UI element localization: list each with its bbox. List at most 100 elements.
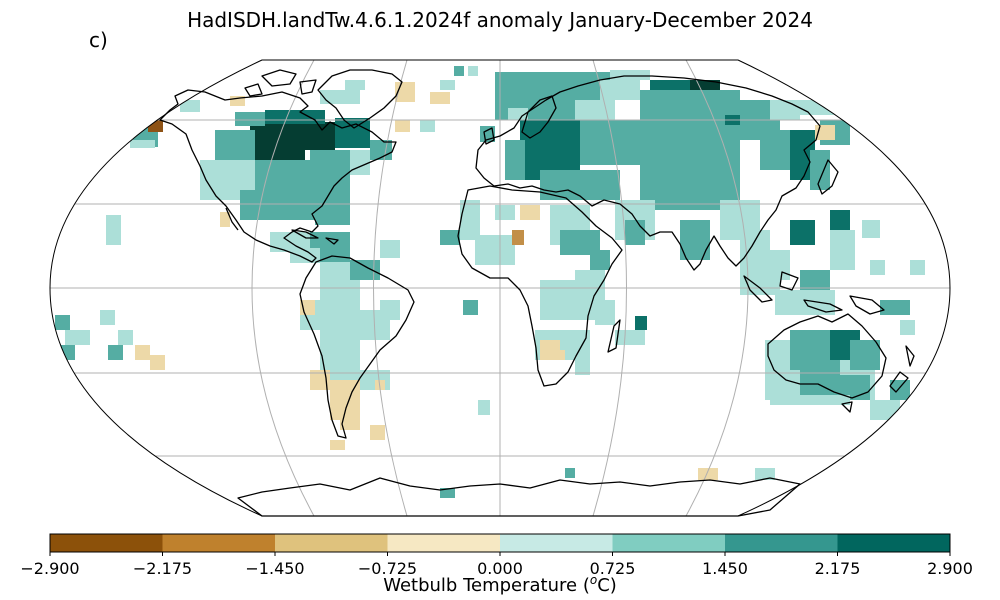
- north-america-coast: [159, 89, 397, 263]
- anomaly-cell: [760, 130, 795, 170]
- anomaly-cell: [240, 190, 315, 220]
- anomaly-cell: [440, 488, 455, 498]
- africa-coast: [457, 185, 623, 387]
- anomaly-cell: [430, 92, 450, 104]
- greenland-coast: [317, 69, 403, 129]
- australia-coast: [767, 313, 887, 399]
- anomaly-cell: [135, 345, 150, 360]
- caribbean-coast: [291, 229, 339, 245]
- antarctica-coast: [237, 477, 801, 517]
- anomaly-cell: [830, 230, 855, 270]
- colorbar-tick-label: −2.175: [132, 559, 193, 578]
- anomaly-cell: [540, 340, 565, 360]
- anomaly-cell: [475, 235, 515, 265]
- anomaly-cell: [380, 300, 400, 320]
- anomaly-cell: [512, 230, 524, 245]
- anomaly-cell: [815, 125, 835, 140]
- anomaly-cell: [330, 440, 345, 450]
- anomaly-cell: [870, 400, 900, 420]
- anomaly-cell: [340, 410, 360, 430]
- coastlines: [159, 69, 915, 517]
- anomaly-cell: [468, 66, 478, 76]
- anomaly-cell: [100, 310, 115, 325]
- colorbar-tick-label: 0.725: [589, 559, 636, 578]
- anomaly-cell: [130, 140, 155, 148]
- colorbar-label: Wetbulb Temperature (oC): [0, 573, 1000, 596]
- anomaly-cell: [520, 205, 540, 220]
- anomaly-cell: [595, 300, 615, 325]
- anomaly-cell: [55, 315, 70, 330]
- anomaly-cell: [350, 260, 380, 280]
- anomaly-cell: [440, 230, 460, 245]
- anomaly-cell: [600, 80, 640, 100]
- globe-outline: [49, 59, 951, 517]
- anomaly-cell: [350, 150, 370, 175]
- colorbar-segment: [837, 534, 951, 552]
- colorbar-tick-label: 1.450: [702, 559, 748, 578]
- anomaly-cell: [108, 345, 123, 360]
- anomaly-cell: [463, 300, 478, 315]
- anomaly-cell: [800, 270, 830, 290]
- colorbar-tick-label: 0.000: [477, 559, 523, 578]
- graticule-meridian: [251, 60, 315, 516]
- anomaly-cell: [454, 66, 464, 76]
- colorbar: [49, 533, 951, 556]
- anomaly-cell: [610, 70, 650, 80]
- anomaly-cell: [320, 300, 360, 380]
- anomaly-cell: [698, 468, 718, 480]
- anomaly-cell: [830, 210, 850, 230]
- graticule-meridian: [685, 60, 749, 516]
- anomaly-cell: [755, 468, 775, 480]
- anomaly-cell: [235, 112, 265, 126]
- anomaly-cell: [850, 340, 880, 370]
- anomaly-cell: [478, 400, 490, 415]
- anomaly-cell: [890, 380, 910, 400]
- anomaly-cell: [575, 100, 615, 120]
- graticule-meridian: [592, 60, 627, 516]
- south-america-coast: [299, 255, 415, 439]
- colorbar-segment: [50, 534, 163, 552]
- panel-label: c): [89, 28, 108, 52]
- anomaly-cell: [220, 212, 230, 227]
- anomaly-cell: [106, 215, 121, 245]
- graticule: [50, 60, 950, 516]
- eurasia-coast: [475, 75, 821, 271]
- colorbar-segment: [275, 534, 388, 552]
- colorbar-tick-label: 2.175: [814, 559, 861, 578]
- anomaly-cell: [565, 468, 575, 478]
- anomaly-cell: [345, 80, 365, 90]
- anomaly-cell: [790, 220, 815, 245]
- anomaly-cell: [650, 80, 700, 90]
- anomaly-cell: [440, 80, 455, 90]
- colorbar-segment: [162, 534, 276, 552]
- anomaly-cell: [690, 80, 720, 90]
- tasmania-coast: [841, 401, 853, 413]
- anomaly-cell: [635, 316, 647, 330]
- anomaly-cell: [495, 205, 515, 220]
- colorbar-tick-label: 2.900: [927, 559, 973, 578]
- colorbar-segment: [387, 534, 501, 552]
- anomaly-cell: [880, 300, 910, 315]
- anomaly-cell: [460, 200, 480, 240]
- anomaly-cell: [380, 240, 400, 258]
- anomaly-cell: [870, 260, 885, 275]
- anomaly-cell: [420, 120, 435, 132]
- anomaly-cell: [118, 330, 133, 345]
- british-isles-coast: [483, 127, 495, 145]
- anomaly-cell: [660, 120, 680, 130]
- anomaly-cell: [230, 96, 245, 106]
- anomaly-cell: [575, 355, 590, 375]
- new-zealand-coast: [889, 345, 915, 393]
- anomaly-cell: [800, 100, 835, 115]
- anomaly-cell: [65, 330, 90, 345]
- anomaly-cell: [540, 280, 580, 320]
- anomaly-cell: [740, 265, 780, 295]
- anomaly-cell: [615, 330, 645, 345]
- colorbar-segment: [500, 534, 613, 552]
- map-title: HadISDH.landTw.4.6.1.2024f anomaly Janua…: [187, 8, 813, 32]
- anomaly-cell: [150, 355, 165, 370]
- colorbar-label-prefix: Wetbulb Temperature (: [383, 575, 590, 596]
- colorbar-tick-label: −2.900: [20, 559, 80, 578]
- graticule-meridian: [373, 60, 408, 516]
